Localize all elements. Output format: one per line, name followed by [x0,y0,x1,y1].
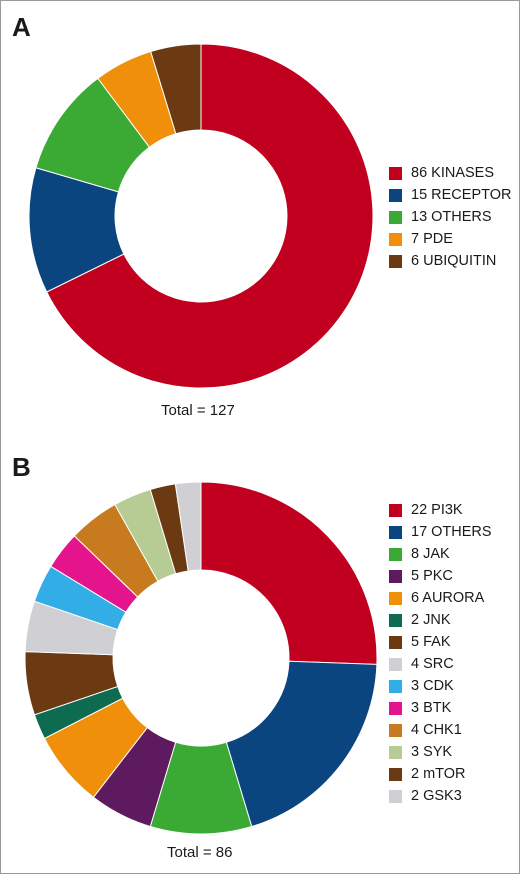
total-label-a: Total = 127 [161,402,235,419]
legend-item-b-2-gsk3: 2 GSK3 [389,785,492,807]
legend-item-b-4-chk1: 4 CHK1 [389,719,492,741]
legend-item-b-6-aurora: 6 AURORA [389,587,492,609]
legend-a: 86 KINASES 15 RECEPTOR 13 OTHERS 7 PDE 6 UBI… [389,162,511,272]
legend-label: 6 AURORA [411,590,485,606]
legend-swatch [389,232,402,246]
legend-item-b-3-syk: 3 SYK [389,741,492,763]
legend-swatch [389,591,402,605]
legend-swatch [389,679,402,693]
legend-item-b-8-jak: 8 JAK [389,543,492,565]
legend-swatch [389,613,402,627]
panel-label-b: B [12,452,31,482]
slice-a-6-ubiquitin [150,43,202,135]
legend-item-b-17-others: 17 OTHERS [389,521,492,543]
legend-label: 17 OTHERS [411,524,492,540]
legend-label: 5 PKC [411,568,453,584]
legend-item-b-2-mtor: 2 mTOR [389,763,492,785]
legend-swatch [389,254,402,268]
legend-label: 6 UBIQUITIN [411,253,497,269]
legend-label: 3 SYK [411,744,453,760]
legend-label: 2 GSK3 [411,788,462,804]
legend-item-b-5-pkc: 5 PKC [389,565,492,587]
legend-label: 7 PDE [411,231,453,247]
legend-item-a-86-kinases: 86 KINASES [389,162,511,184]
legend-item-a-15-receptor: 15 RECEPTOR [389,184,511,206]
legend-swatch [389,723,402,737]
legend-swatch [389,789,402,803]
total-label-b: Total = 86 [167,844,233,861]
legend-swatch [389,166,402,180]
legend-swatch [389,635,402,649]
legend-item-b-3-btk: 3 BTK [389,697,492,719]
legend-item-a-6-ubiquitin: 6 UBIQUITIN [389,250,511,272]
legend-swatch [389,188,402,202]
legend-item-a-13-others: 13 OTHERS [389,206,511,228]
legend-swatch [389,210,402,224]
donut-chart-b [24,481,378,835]
legend-item-a-7-pde: 7 PDE [389,228,511,250]
legend-label: 15 RECEPTOR [411,187,512,203]
legend-swatch [389,767,402,781]
legend-swatch [389,569,402,583]
legend-label: 2 mTOR [411,766,466,782]
slice-b-2-gsk3 [174,481,202,572]
legend-label: 4 CHK1 [411,722,462,738]
legend-label: 5 FAK [411,634,451,650]
legend-item-b-3-cdk: 3 CDK [389,675,492,697]
legend-label: 22 PI3K [411,502,463,518]
legend-b: 22 PI3K 17 OTHERS 8 JAK 5 PKC 6 AURORA 2 JNK 5… [389,499,492,807]
slice-b-17-others [225,660,378,828]
legend-swatch [389,525,402,539]
legend-label: 4 SRC [411,656,454,672]
slice-a-86-kinases [46,43,374,389]
legend-swatch [389,657,402,671]
panel-label-a: A [12,12,31,42]
legend-label: 2 JNK [411,612,451,628]
legend-label: 8 JAK [411,546,450,562]
donut-chart-a [28,43,374,389]
slice-b-22-pi3k [200,481,378,665]
legend-label: 86 KINASES [411,165,495,181]
legend-label: 3 CDK [411,678,454,694]
legend-swatch [389,547,402,561]
legend-item-b-22-pi3k: 22 PI3K [389,499,492,521]
legend-item-b-5-fak: 5 FAK [389,631,492,653]
legend-swatch [389,701,402,715]
legend-label: 13 OTHERS [411,209,492,225]
legend-swatch [389,745,402,759]
legend-swatch [389,503,402,517]
legend-item-b-2-jnk: 2 JNK [389,609,492,631]
legend-label: 3 BTK [411,700,452,716]
legend-item-b-4-src: 4 SRC [389,653,492,675]
